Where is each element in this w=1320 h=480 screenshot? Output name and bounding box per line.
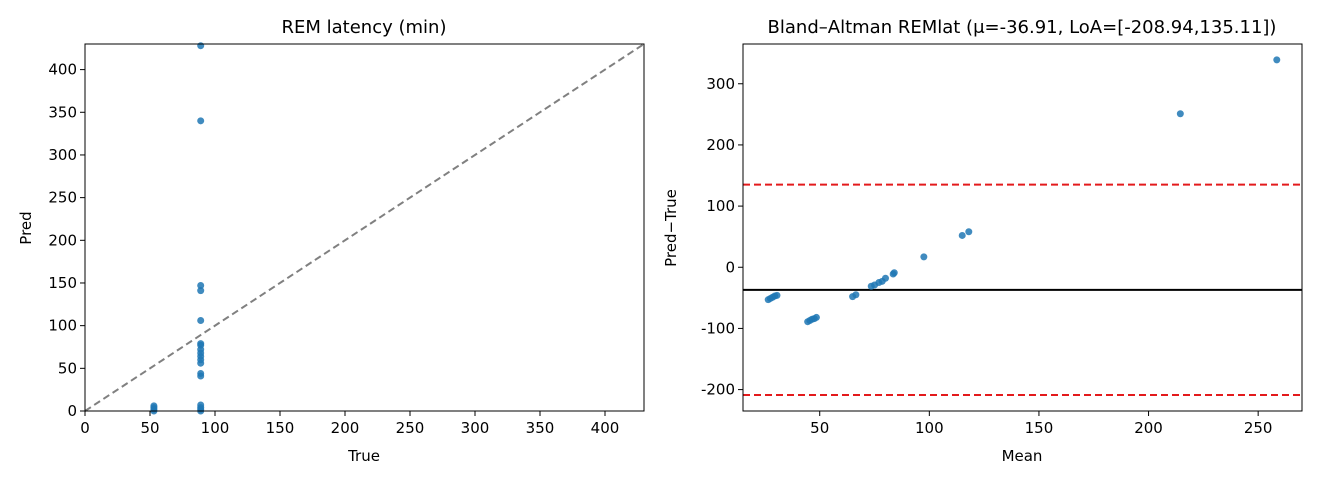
x-axis-label: True [347,447,380,465]
data-point [812,313,820,321]
data-point [197,340,205,348]
data-point [197,42,205,50]
data-point [197,401,205,409]
x-tick-label: 250 [396,419,425,437]
x-tick-label: 100 [201,419,230,437]
data-point [965,228,973,236]
data-points [743,56,1302,397]
data-point [197,369,205,377]
x-tick-label: 150 [1025,419,1054,437]
y-tick-label: 50 [58,359,77,377]
y-tick-label: 0 [725,258,735,276]
x-tick-label: 400 [591,419,620,437]
data-point [1273,56,1281,64]
x-tick-label: 350 [526,419,555,437]
chart-title: Bland–Altman REMlat (μ=-36.91, LoA=[-208… [768,17,1277,38]
x-tick-label: 250 [1244,419,1273,437]
x-ticks: 0 50 100 150 200 250 300 350 400 [80,411,619,437]
y-tick-label: 0 [67,402,77,420]
x-tick-label: 300 [461,419,490,437]
y-tick-label: 200 [706,136,735,154]
data-point [890,269,898,277]
x-tick-label: 50 [140,419,159,437]
data-point [920,253,928,261]
chart-title: REM latency (min) [282,17,447,38]
x-tick-label: 200 [331,419,360,437]
data-point [197,287,205,295]
x-axis-label: Mean [1002,447,1043,465]
data-point [197,317,205,325]
bland-altman-panel: Bland–Altman REMlat (μ=-36.91, LoA=[-208… [662,17,1303,465]
y-ticks: -200 -100 0 100 200 300 [701,75,743,399]
y-tick-label: 150 [48,274,77,292]
plot-frame [742,43,1303,412]
y-tick-label: 250 [48,189,77,207]
data-point [197,282,205,290]
y-axis-label: Pred−True [662,189,680,267]
data-points [84,42,645,415]
rem-latency-scatter-panel: REM latency (min) 0 50 100 150 200 250 300 350 4… [17,17,645,465]
x-tick-label: 150 [266,419,295,437]
y-tick-label: 100 [48,317,77,335]
data-point [881,274,889,282]
data-point [150,402,158,410]
x-tick-label: 50 [810,419,829,437]
data-point [958,231,966,239]
y-tick-label: -200 [701,381,735,399]
y-axis-label: Pred [17,211,35,244]
y-tick-label: -100 [701,319,735,337]
x-tick-label: 200 [1134,419,1163,437]
data-point [1176,110,1184,118]
identity-line [84,43,645,412]
data-point [852,291,860,299]
y-tick-label: 100 [706,197,735,215]
y-tick-label: 350 [48,103,77,121]
x-tick-label: 0 [80,419,90,437]
y-tick-label: 300 [48,146,77,164]
x-tick-label: 100 [915,419,944,437]
data-point [197,117,205,125]
y-tick-label: 300 [706,75,735,93]
y-tick-label: 200 [48,231,77,249]
data-point [773,291,781,299]
y-tick-label: 400 [48,61,77,79]
x-ticks: 50 100 150 200 250 [810,411,1272,437]
plot-frame [84,43,645,412]
y-ticks: 0 50 100 150 200 250 300 350 400 [48,61,85,420]
